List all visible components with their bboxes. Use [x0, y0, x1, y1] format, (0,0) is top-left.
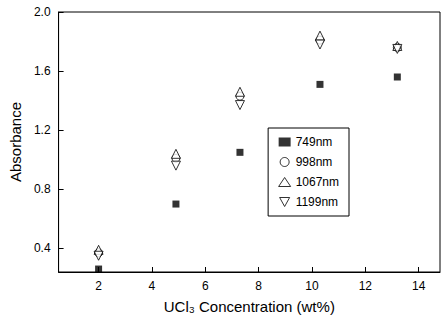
- svg-text:6: 6: [202, 279, 209, 293]
- svg-text:0.8: 0.8: [34, 182, 51, 196]
- svg-text:14: 14: [412, 279, 426, 293]
- svg-text:0.4: 0.4: [34, 241, 51, 255]
- svg-text:2: 2: [95, 279, 102, 293]
- svg-text:Absorbance: Absorbance: [7, 102, 24, 182]
- svg-text:749nm: 749nm: [296, 135, 333, 149]
- svg-text:1199nm: 1199nm: [296, 195, 338, 209]
- svg-text:UCl₃ Concentration (wt%): UCl₃ Concentration (wt%): [164, 298, 335, 315]
- svg-text:10: 10: [305, 279, 319, 293]
- svg-text:1.6: 1.6: [34, 64, 51, 78]
- svg-text:8: 8: [255, 279, 262, 293]
- svg-text:1067nm: 1067nm: [296, 175, 339, 189]
- svg-text:998nm: 998nm: [296, 155, 333, 169]
- svg-text:4: 4: [149, 279, 156, 293]
- svg-text:12: 12: [359, 279, 373, 293]
- svg-text:1.2: 1.2: [34, 123, 51, 137]
- svg-text:2.0: 2.0: [34, 5, 51, 19]
